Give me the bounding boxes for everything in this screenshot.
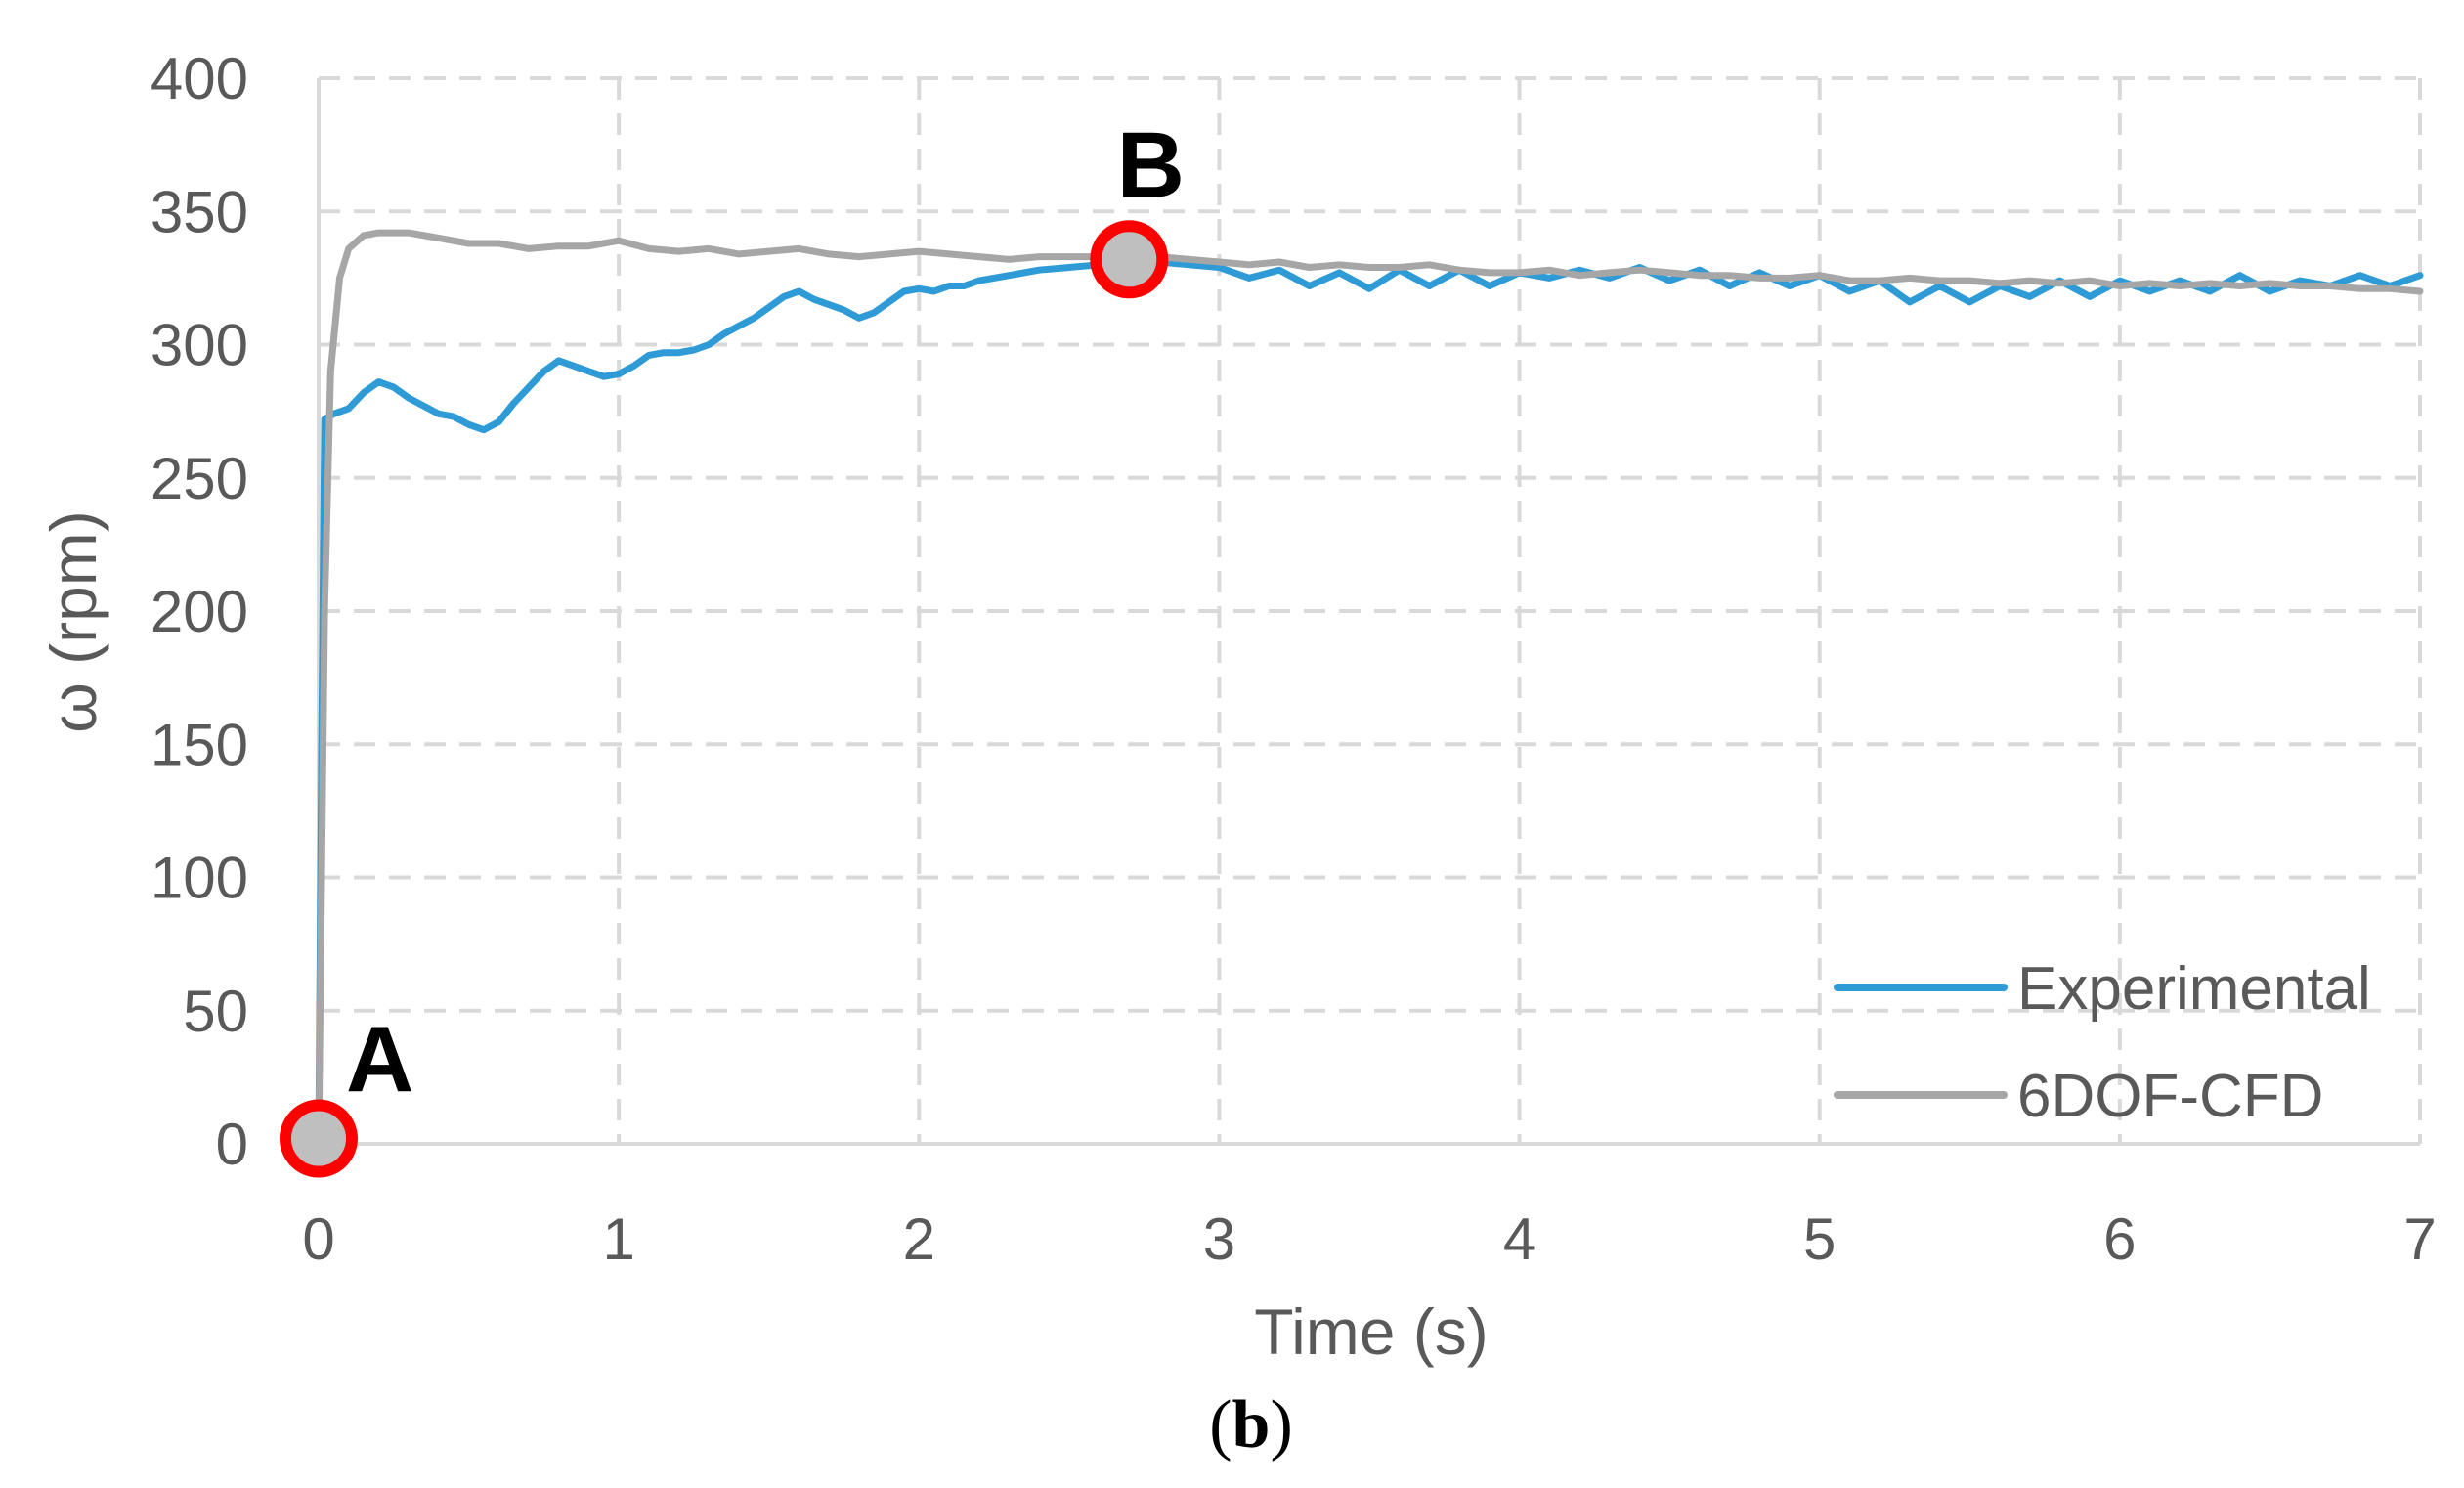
annotation-label-a: A: [346, 1008, 413, 1113]
caption-letter: b: [1232, 1387, 1271, 1463]
caption-open-paren: (: [1209, 1387, 1232, 1463]
y-tick-label: 50: [183, 979, 248, 1044]
x-tick-label: 6: [2103, 1206, 2136, 1272]
y-axis-title: ω (rpm): [37, 510, 109, 733]
legend-label: Experimental: [2017, 955, 2371, 1023]
x-tick-label: 2: [903, 1206, 935, 1272]
x-tick-label: 4: [1503, 1206, 1535, 1272]
annotation-marker-b: [1090, 220, 1169, 299]
series-line-6dof-cfd: [315, 229, 2424, 1148]
y-tick-label: 150: [151, 712, 248, 777]
x-tick-label: 5: [1803, 1206, 1836, 1272]
grid: [317, 76, 2422, 1146]
x-tick-label: 0: [302, 1206, 334, 1272]
annotation-layer: AB: [280, 112, 1185, 1178]
y-axis-ticks: 0 50 100 150 200 250 300 350 400: [151, 46, 248, 1177]
y-tick-label: 250: [151, 446, 248, 511]
y-tick-label: 300: [151, 313, 248, 378]
y-tick-label: 100: [151, 846, 248, 911]
caption-close-paren: ): [1270, 1387, 1292, 1463]
annotation-marker-a: [280, 1099, 358, 1178]
x-axis-title: Time (s): [1254, 1295, 1489, 1368]
x-tick-label: 1: [602, 1206, 634, 1272]
y-tick-label: 350: [151, 179, 248, 244]
figure-caption: (b): [1209, 1387, 1293, 1463]
x-tick-label: 3: [1203, 1206, 1235, 1272]
legend-label: 6DOF-CFD: [2017, 1063, 2323, 1130]
x-axis-ticks: 0 1 2 3 4 5 6 7: [302, 1206, 2436, 1272]
y-tick-label: 200: [151, 579, 248, 644]
y-tick-label: 0: [216, 1112, 248, 1177]
x-tick-label: 7: [2403, 1206, 2436, 1272]
y-tick-label: 400: [151, 46, 248, 111]
legend: Experimental 6DOF-CFD: [1834, 955, 2371, 1130]
annotation-label-b: B: [1117, 112, 1185, 217]
series-line-experimental: [315, 258, 2424, 1148]
series-layer: [315, 229, 2424, 1148]
